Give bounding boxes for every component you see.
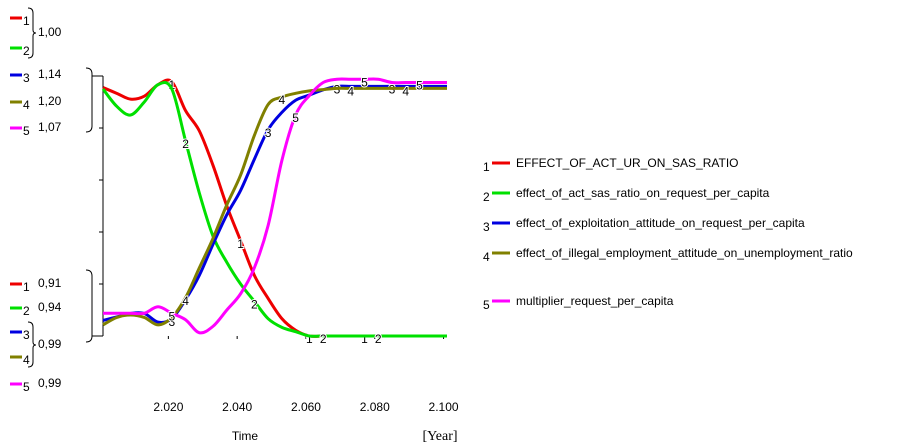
line-id-label: 4	[347, 85, 354, 99]
x-axis-unit: [Year]	[422, 429, 457, 444]
line-id-label: 1	[168, 78, 175, 92]
line-id-label: 1	[361, 332, 368, 346]
x-tick-label: 2.040	[222, 400, 252, 414]
scale-label: 1,14	[38, 67, 62, 81]
line-id-label: 1	[237, 237, 244, 251]
series-marker-id: 1	[23, 14, 30, 28]
series-marker-id: 4	[23, 98, 30, 112]
line-id-label: 2	[320, 332, 327, 346]
series-line	[102, 77, 447, 335]
x-axis-title: Time	[232, 429, 259, 443]
series-marker-id: 4	[23, 353, 30, 367]
line-id-label: 5	[168, 309, 175, 323]
legend-id: 2	[483, 190, 490, 204]
series-line	[102, 86, 447, 327]
scale-label: 0,94	[38, 300, 62, 314]
series-marker-id: 2	[23, 44, 30, 58]
legend-marker: 3	[483, 220, 510, 234]
scale-label: 0,99	[38, 337, 62, 351]
line-id-label: 4	[402, 85, 409, 99]
scale-label: 0,99	[38, 376, 62, 390]
series-line	[102, 84, 447, 324]
line-id-label: 3	[168, 315, 175, 329]
series-marker-id: 2	[23, 304, 30, 318]
series-marker-id: 5	[23, 124, 30, 138]
scale-brace	[27, 321, 37, 368]
x-tick-label: 2.060	[291, 400, 321, 414]
legend-id: 4	[483, 250, 490, 264]
legend-label: effect_of_act_sas_ratio_on_request_per_c…	[516, 186, 770, 200]
scale-label: 1,07	[38, 120, 62, 134]
legend-id: 5	[483, 298, 490, 312]
legend-label: effect_of_illegal_employment_attitude_on…	[516, 246, 853, 260]
line-id-label: 2	[182, 137, 189, 151]
scale-label: 0,91	[38, 276, 62, 290]
legend-marker: 1	[483, 160, 510, 174]
line-id-label: 3	[265, 126, 272, 140]
line-id-label: 1	[306, 332, 313, 346]
legend-marker: 2	[483, 190, 510, 204]
legend-id: 3	[483, 220, 490, 234]
line-id-label: 5	[292, 111, 299, 125]
legend-label: EFFECT_OF_ACT_UR_ON_SAS_RATIO	[516, 156, 739, 170]
series-marker-id: 5	[23, 380, 30, 394]
line-id-label: 2	[375, 332, 382, 346]
legend-id: 1	[483, 160, 490, 174]
scale-label: 1,20	[38, 94, 62, 108]
x-tick-label: 2.080	[360, 400, 390, 414]
scale-bracket	[85, 67, 93, 133]
legend-label: multiplier_request_per_capita	[516, 294, 674, 308]
line-id-label: 4	[279, 93, 286, 107]
scale-label: 1,00	[38, 25, 62, 39]
scale-brace	[27, 7, 37, 59]
series-marker-id: 1	[23, 280, 30, 294]
x-tick-label: 2.020	[153, 400, 183, 414]
scale-bracket	[85, 269, 93, 343]
x-tick-label: 2.100	[429, 400, 459, 414]
line-id-label: 5	[416, 79, 423, 93]
series-line	[101, 81, 447, 338]
series-marker-id: 3	[23, 71, 30, 85]
line-id-label: 5	[361, 75, 368, 89]
legend-marker: 5	[483, 298, 510, 312]
legend-label: effect_of_exploitation_attitude_on_reque…	[516, 216, 805, 230]
line-id-label: 4	[182, 294, 189, 308]
line-id-label: 2	[251, 298, 258, 312]
legend-marker: 4	[483, 250, 510, 264]
series-marker-id: 3	[23, 328, 30, 342]
